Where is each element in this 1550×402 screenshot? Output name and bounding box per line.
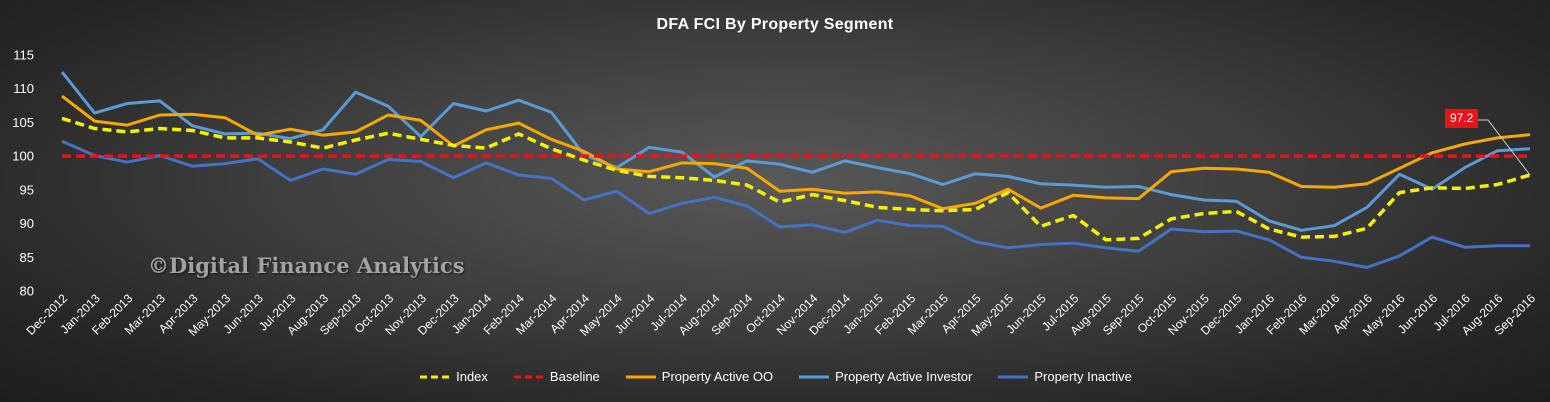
legend-label: Property Active Investor <box>835 369 973 384</box>
y-axis: 80 85 90 95 100 105 110 115 <box>12 48 34 299</box>
y-tick-label: 90 <box>20 216 34 231</box>
legend-swatch <box>799 375 830 378</box>
legend-swatch <box>625 375 656 378</box>
y-tick-label: 85 <box>20 250 34 265</box>
legend-item: Property Active Investor <box>797 369 972 384</box>
series-line-property-inactive <box>61 139 1530 269</box>
series-layer <box>60 70 1531 269</box>
legend-label: Index <box>456 369 488 384</box>
y-tick-label: 105 <box>12 115 34 130</box>
legend-item: Property Active OO <box>624 369 773 384</box>
legend: Index Baseline Property Active OO Property … <box>0 369 1550 384</box>
legend-label: Baseline <box>549 369 600 384</box>
y-tick-label: 110 <box>13 81 34 96</box>
x-axis: Dec-2012Jan-2013Feb-2013Mar-2013Apr-2013… <box>23 291 1538 339</box>
legend-swatch <box>513 375 544 378</box>
legend-label: Property Active OO <box>661 369 774 384</box>
legend-item: Baseline <box>512 369 600 384</box>
chart-title: DFA FCI By Property Segment <box>656 16 894 33</box>
legend-swatch <box>420 375 451 378</box>
legend-item: Index <box>418 369 488 384</box>
series-line-property-active-investor <box>60 70 1531 232</box>
y-tick-label: 80 <box>20 284 34 299</box>
legend-item: Property Inactive <box>996 369 1132 384</box>
callout-leader-line <box>1478 119 1531 176</box>
index-value-callout: 97.2 <box>1445 109 1479 128</box>
y-tick-label: 115 <box>13 48 34 63</box>
y-tick-label: 95 <box>20 182 34 197</box>
legend-label: Property Inactive <box>1034 369 1132 384</box>
watermark: ©Digital Finance Analytics <box>148 253 465 278</box>
legend-swatch <box>998 375 1029 378</box>
series-line-property-active-oo <box>61 94 1531 211</box>
y-tick-label: 100 <box>12 149 34 164</box>
